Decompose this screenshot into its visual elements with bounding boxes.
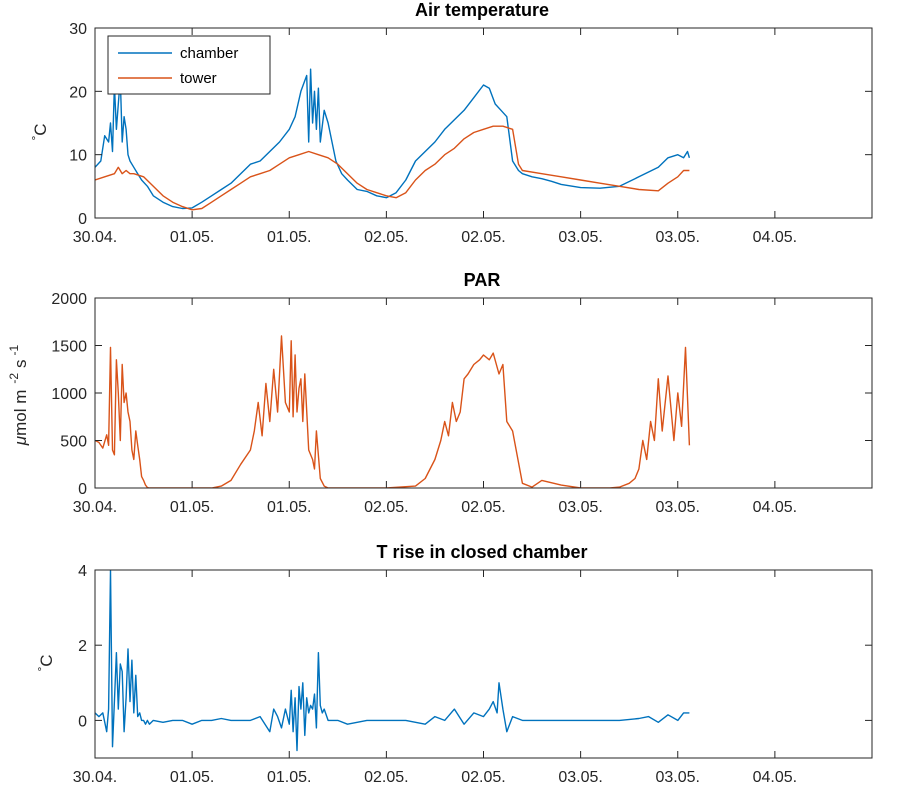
x-tick-label: 01.05.	[170, 229, 214, 246]
x-tick-label: 30.04.	[73, 499, 117, 516]
axes-frame	[94, 297, 873, 489]
chart-title: T rise in closed chamber	[376, 542, 587, 562]
unit-c: C	[37, 654, 56, 666]
x-tick-label: 01.05.	[170, 769, 214, 786]
x-tick-label: 01.05.	[170, 499, 214, 516]
axes: 0 2 4 30.04. 01.05. 01.05. 02.05. 02.05. 03.05. 0…	[73, 563, 873, 786]
plot-area	[95, 335, 691, 488]
series-line-tower	[95, 125, 690, 211]
unit-s: s	[11, 359, 30, 368]
x-tick-label: 01.05.	[267, 769, 311, 786]
degree-symbol: °	[29, 136, 43, 141]
plot-area	[95, 570, 690, 752]
x-tick-label: 02.05.	[364, 229, 408, 246]
y-tick-label: 1500	[51, 339, 87, 356]
y-tick-label: 0	[78, 481, 87, 498]
unit-main: mol m	[11, 390, 30, 436]
y-tick-label: 0	[78, 211, 87, 228]
exponent-1: -2	[7, 373, 21, 384]
plot-area	[95, 68, 691, 211]
legend-label-tower: tower	[180, 70, 217, 87]
y-tick-label: 10	[69, 148, 87, 165]
y-tick-label: 1000	[51, 386, 87, 403]
x-tick-label: 03.05.	[558, 769, 602, 786]
x-tick-label: 03.05.	[558, 499, 602, 516]
x-tick-label: 03.05.	[656, 769, 700, 786]
series-line-series-0	[95, 335, 691, 488]
x-tick-label: 02.05.	[461, 769, 505, 786]
degree-symbol: °	[35, 667, 49, 672]
x-tick-label: 03.05.	[656, 229, 700, 246]
y-axis-label: μmol m -2 s -1	[7, 344, 30, 446]
par-panel: PAR 0 500 1000 1500 2000 30.04. 01.05. 01.05. 02…	[7, 270, 873, 516]
exponent-2: -1	[7, 344, 21, 355]
legend-label-chamber: chamber	[180, 45, 238, 62]
axes: 0 10 20 30 30.04. 01.05. 01.05. 02.05. 02.05. 03.…	[69, 21, 873, 246]
x-tick-label: 02.05.	[364, 769, 408, 786]
y-tick-label: 2	[78, 638, 87, 655]
x-tick-label: 02.05.	[461, 499, 505, 516]
series-line-series-0	[95, 570, 690, 752]
y-tick-label: 0	[78, 713, 87, 730]
x-tick-label: 04.05.	[753, 229, 797, 246]
x-tick-label: 01.05.	[267, 229, 311, 246]
x-tick-label: 30.04.	[73, 769, 117, 786]
y-axis-label: °C	[35, 654, 56, 671]
series-line-chamber	[95, 68, 691, 210]
y-tick-label: 500	[60, 434, 87, 451]
air-temperature-panel: Air temperature 0 10 20 30 30.04. 01.05. 01.05…	[29, 0, 873, 246]
y-tick-label: 4	[78, 563, 87, 580]
x-tick-label: 30.04.	[73, 229, 117, 246]
svg-text:°C: °C	[29, 123, 50, 140]
unit-c: C	[31, 123, 50, 135]
mu-symbol: μ	[11, 435, 30, 446]
svg-text:°C: °C	[35, 654, 56, 671]
chart-title: PAR	[464, 270, 501, 290]
y-tick-label: 2000	[51, 291, 87, 308]
x-tick-label: 02.05.	[461, 229, 505, 246]
y-axis-label: °C	[29, 123, 50, 140]
y-tick-label: 20	[69, 84, 87, 101]
y-tick-label: 30	[69, 21, 87, 38]
x-tick-label: 04.05.	[753, 769, 797, 786]
x-tick-label: 01.05.	[267, 499, 311, 516]
x-tick-label: 04.05.	[753, 499, 797, 516]
svg-text:μmol m-2s-1: μmol m -2 s -1	[7, 344, 30, 446]
axes-frame	[94, 569, 873, 759]
legend: chamber tower	[107, 35, 271, 95]
x-tick-label: 03.05.	[656, 499, 700, 516]
x-tick-label: 03.05.	[558, 229, 602, 246]
t-rise-panel: T rise in closed chamber 0 2 4 30.04. 01.05.…	[35, 542, 873, 786]
chart-title: Air temperature	[415, 0, 549, 20]
axes: 0 500 1000 1500 2000 30.04. 01.05. 01.05. 02.05.…	[51, 291, 873, 516]
x-tick-label: 02.05.	[364, 499, 408, 516]
